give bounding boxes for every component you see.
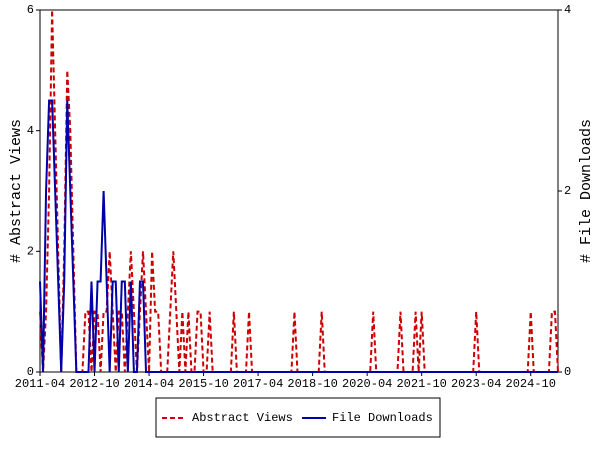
x-tick-label: 2011-04 [15,377,65,391]
data-line [39,99,558,373]
y-tick-label: 0 [27,365,34,379]
y2-tick-label: 2 [564,184,571,198]
y-tick-label: 2 [27,245,34,259]
legend-label: Abstract Views [192,411,293,425]
y-axis-label: # Abstract Views [8,119,25,263]
x-tick-label: 2015-10 [178,377,228,391]
x-tick-label: 2018-10 [287,377,337,391]
legend [155,397,441,438]
x-tick-label: 2024-10 [506,377,556,391]
x-tick-label: 2014-04 [124,377,174,391]
legend-label: File Downloads [332,411,433,425]
y-tick-label: 6 [27,3,34,17]
y2-tick-label: 0 [564,365,571,379]
x-tick-label: 2021-10 [396,377,446,391]
x-tick-label: 2020-04 [342,377,392,391]
x-tick-label: 2012-10 [69,377,119,391]
y2-tick-label: 4 [564,3,571,17]
x-tick-label: 2023-04 [451,377,501,391]
x-tick-label: 2017-04 [233,377,283,391]
y-tick-label: 4 [27,124,34,138]
y2-axis-label: # File Downloads [578,119,595,263]
